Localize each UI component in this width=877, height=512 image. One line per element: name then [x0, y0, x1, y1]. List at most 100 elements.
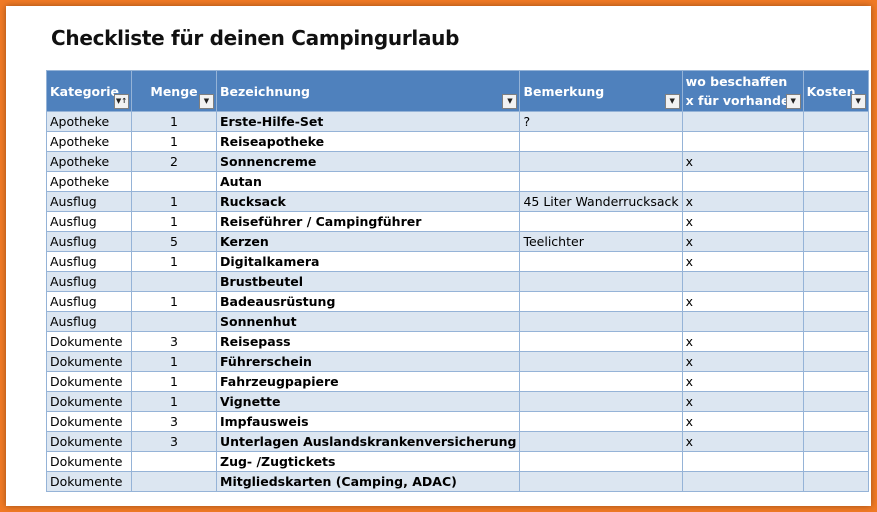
- cell-menge[interactable]: 3: [131, 431, 217, 452]
- cell-bemerkung[interactable]: [519, 411, 683, 432]
- dropdown-arrow-icon[interactable]: ▼: [664, 94, 680, 109]
- cell-menge[interactable]: [131, 451, 217, 472]
- cell-kategorie[interactable]: Dokumente: [46, 431, 132, 452]
- cell-bezeichnung[interactable]: Reiseführer / Campingführer: [215, 211, 521, 232]
- cell-kosten[interactable]: [802, 151, 869, 172]
- dropdown-arrow-icon[interactable]: ▼: [199, 94, 214, 109]
- cell-bemerkung[interactable]: 45 Liter Wanderrucksack: [519, 191, 683, 212]
- cell-bemerkung[interactable]: [519, 351, 683, 372]
- cell-kategorie[interactable]: Ausflug: [46, 211, 132, 232]
- cell-menge[interactable]: 1: [131, 291, 217, 312]
- cell-beschaffen[interactable]: x: [681, 251, 804, 272]
- cell-bemerkung[interactable]: [519, 211, 683, 232]
- cell-kategorie[interactable]: Apotheke: [46, 111, 132, 132]
- cell-bezeichnung[interactable]: Vignette: [215, 391, 521, 412]
- sort-filter-icon[interactable]: ▼↑: [114, 94, 129, 109]
- cell-kosten[interactable]: [802, 431, 869, 452]
- cell-beschaffen[interactable]: x: [681, 411, 804, 432]
- cell-kosten[interactable]: [802, 351, 869, 372]
- cell-kosten[interactable]: [802, 131, 869, 152]
- cell-bemerkung[interactable]: [519, 471, 683, 492]
- cell-bemerkung[interactable]: [519, 271, 683, 292]
- cell-bemerkung[interactable]: [519, 171, 683, 192]
- cell-beschaffen[interactable]: [681, 111, 804, 132]
- cell-menge[interactable]: 1: [131, 111, 217, 132]
- cell-kosten[interactable]: [802, 271, 869, 292]
- cell-kategorie[interactable]: Dokumente: [46, 351, 132, 372]
- cell-bemerkung[interactable]: [519, 391, 683, 412]
- cell-bemerkung[interactable]: [519, 131, 683, 152]
- cell-kategorie[interactable]: Dokumente: [46, 391, 132, 412]
- cell-bezeichnung[interactable]: Reiseapotheke: [215, 131, 521, 152]
- cell-beschaffen[interactable]: x: [681, 291, 804, 312]
- cell-bezeichnung[interactable]: Brustbeutel: [215, 271, 521, 292]
- cell-kategorie[interactable]: Ausflug: [46, 231, 132, 252]
- cell-kosten[interactable]: [802, 191, 869, 212]
- cell-kategorie[interactable]: Apotheke: [46, 131, 132, 152]
- cell-beschaffen[interactable]: x: [681, 191, 804, 212]
- cell-menge[interactable]: 1: [131, 391, 217, 412]
- cell-menge[interactable]: 1: [131, 251, 217, 272]
- cell-kosten[interactable]: [802, 331, 869, 352]
- cell-kategorie[interactable]: Ausflug: [46, 291, 132, 312]
- cell-bezeichnung[interactable]: Digitalkamera: [215, 251, 521, 272]
- cell-bemerkung[interactable]: [519, 431, 683, 452]
- cell-beschaffen[interactable]: [681, 271, 804, 292]
- cell-kosten[interactable]: [802, 111, 869, 132]
- cell-bemerkung[interactable]: Teelichter: [519, 231, 683, 252]
- cell-kategorie[interactable]: Dokumente: [46, 471, 132, 492]
- cell-bezeichnung[interactable]: Autan: [215, 171, 521, 192]
- cell-kategorie[interactable]: Dokumente: [46, 451, 132, 472]
- cell-beschaffen[interactable]: [681, 171, 804, 192]
- cell-kategorie[interactable]: Dokumente: [46, 411, 132, 432]
- cell-menge[interactable]: [131, 271, 217, 292]
- cell-bezeichnung[interactable]: Reisepass: [215, 331, 521, 352]
- dropdown-arrow-icon[interactable]: ▼: [502, 94, 518, 109]
- cell-menge[interactable]: 1: [131, 351, 217, 372]
- cell-beschaffen[interactable]: [681, 311, 804, 332]
- cell-beschaffen[interactable]: x: [681, 151, 804, 172]
- cell-bezeichnung[interactable]: Mitgliedskarten (Camping, ADAC): [215, 471, 521, 492]
- cell-bemerkung[interactable]: [519, 251, 683, 272]
- cell-bemerkung[interactable]: [519, 291, 683, 312]
- cell-kosten[interactable]: [802, 291, 869, 312]
- cell-menge[interactable]: 3: [131, 411, 217, 432]
- cell-beschaffen[interactable]: x: [681, 351, 804, 372]
- cell-beschaffen[interactable]: x: [681, 391, 804, 412]
- cell-menge[interactable]: [131, 171, 217, 192]
- cell-bezeichnung[interactable]: Impfausweis: [215, 411, 521, 432]
- cell-bezeichnung[interactable]: Badeausrüstung: [215, 291, 521, 312]
- cell-bezeichnung[interactable]: Sonnencreme: [215, 151, 521, 172]
- dropdown-arrow-icon[interactable]: ▼: [850, 94, 866, 109]
- cell-menge[interactable]: 5: [131, 231, 217, 252]
- cell-kosten[interactable]: [802, 171, 869, 192]
- cell-beschaffen[interactable]: x: [681, 371, 804, 392]
- cell-menge[interactable]: [131, 471, 217, 492]
- cell-kosten[interactable]: [802, 371, 869, 392]
- cell-kosten[interactable]: [802, 251, 869, 272]
- cell-beschaffen[interactable]: [681, 451, 804, 472]
- cell-bezeichnung[interactable]: Sonnenhut: [215, 311, 521, 332]
- cell-beschaffen[interactable]: x: [681, 231, 804, 252]
- cell-beschaffen[interactable]: x: [681, 211, 804, 232]
- cell-kosten[interactable]: [802, 391, 869, 412]
- cell-beschaffen[interactable]: [681, 471, 804, 492]
- cell-beschaffen[interactable]: [681, 131, 804, 152]
- cell-menge[interactable]: [131, 311, 217, 332]
- cell-bemerkung[interactable]: [519, 451, 683, 472]
- cell-bezeichnung[interactable]: Rucksack: [215, 191, 521, 212]
- cell-bemerkung[interactable]: [519, 371, 683, 392]
- cell-menge[interactable]: 1: [131, 371, 217, 392]
- cell-kategorie[interactable]: Ausflug: [46, 191, 132, 212]
- cell-menge[interactable]: 1: [131, 131, 217, 152]
- cell-kosten[interactable]: [802, 311, 869, 332]
- cell-beschaffen[interactable]: x: [681, 431, 804, 452]
- cell-bezeichnung[interactable]: Führerschein: [215, 351, 521, 372]
- cell-kategorie[interactable]: Apotheke: [46, 171, 132, 192]
- cell-kategorie[interactable]: Dokumente: [46, 371, 132, 392]
- cell-menge[interactable]: 1: [131, 191, 217, 212]
- cell-bezeichnung[interactable]: Kerzen: [215, 231, 521, 252]
- cell-bezeichnung[interactable]: Fahrzeugpapiere: [215, 371, 521, 392]
- cell-bemerkung[interactable]: [519, 151, 683, 172]
- dropdown-arrow-icon[interactable]: ▼: [785, 94, 801, 109]
